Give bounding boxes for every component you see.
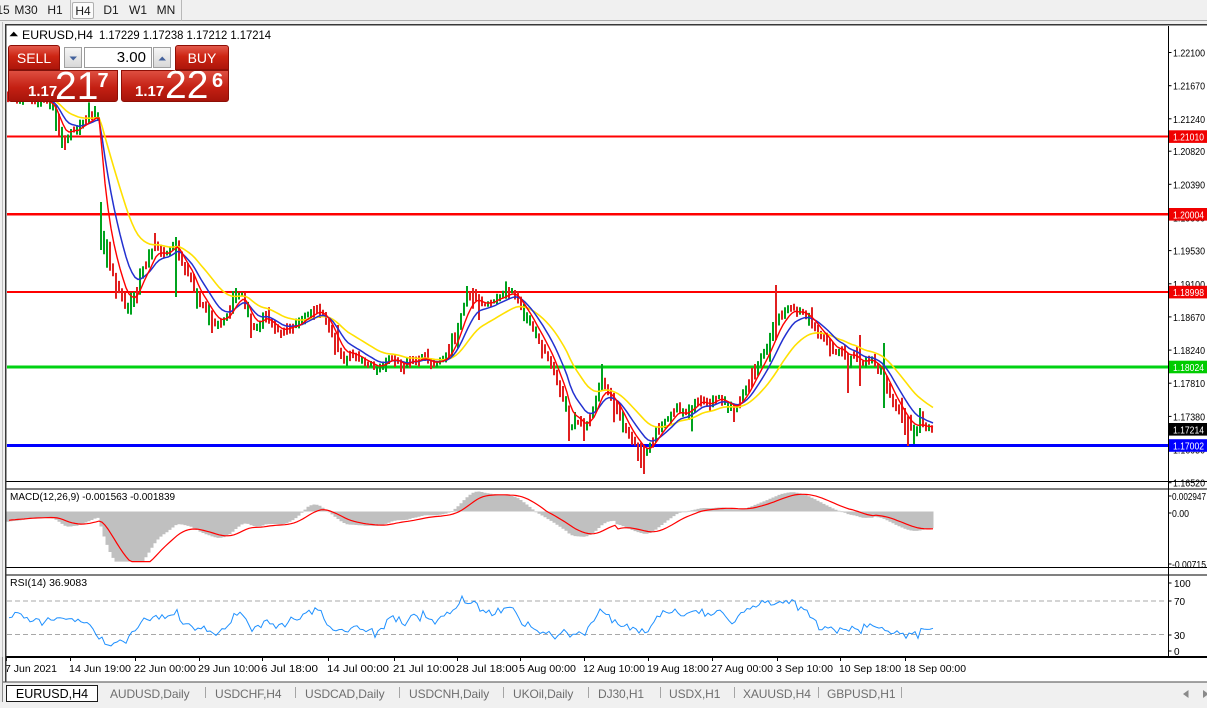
svg-text:14 Jun 19:00: 14 Jun 19:00 xyxy=(69,663,131,675)
svg-text:70: 70 xyxy=(1174,597,1186,608)
svg-text:1.18240: 1.18240 xyxy=(1173,346,1205,357)
svg-text:1.17214: 1.17214 xyxy=(1173,425,1204,436)
svg-text:-0.00715: -0.00715 xyxy=(1172,560,1206,571)
svg-text:19 Aug 18:00: 19 Aug 18:00 xyxy=(647,663,709,675)
svg-text:12 Aug 10:00: 12 Aug 10:00 xyxy=(583,663,645,675)
svg-text:1.21670: 1.21670 xyxy=(1173,82,1205,93)
svg-text:30: 30 xyxy=(1174,631,1186,642)
svg-text:14 Jul 00:00: 14 Jul 00:00 xyxy=(327,663,389,675)
svg-text:27 Aug 00:00: 27 Aug 00:00 xyxy=(711,663,773,675)
svg-text:1.18670: 1.18670 xyxy=(1173,313,1205,324)
svg-text:1.22100: 1.22100 xyxy=(1173,49,1205,60)
svg-text:1.17229 1.17238 1.17212 1.1721: 1.17229 1.17238 1.17212 1.17214 xyxy=(99,28,271,42)
svg-text:7 Jun 2021: 7 Jun 2021 xyxy=(5,663,57,675)
svg-text:1.20004: 1.20004 xyxy=(1173,210,1204,221)
svg-text:18 Sep 00:00: 18 Sep 00:00 xyxy=(904,663,966,675)
svg-text:0.00: 0.00 xyxy=(1172,509,1189,520)
svg-text:1.17380: 1.17380 xyxy=(1173,412,1205,423)
svg-text:29 Jun 10:00: 29 Jun 10:00 xyxy=(198,663,260,675)
svg-text:1.18024: 1.18024 xyxy=(1173,363,1204,374)
svg-text:0: 0 xyxy=(1174,647,1180,658)
svg-text:1.20820: 1.20820 xyxy=(1173,147,1205,158)
svg-text:1.19530: 1.19530 xyxy=(1173,247,1205,258)
svg-text:5 Aug 00:00: 5 Aug 00:00 xyxy=(519,663,576,675)
svg-text:1.21240: 1.21240 xyxy=(1173,115,1205,126)
svg-text:0.002947: 0.002947 xyxy=(1172,492,1206,503)
svg-text:6 Jul 18:00: 6 Jul 18:00 xyxy=(261,663,318,675)
svg-text:EURUSD,H4: EURUSD,H4 xyxy=(22,28,93,42)
svg-text:RSI(14) 36.9083: RSI(14) 36.9083 xyxy=(10,577,87,589)
svg-text:10 Sep 18:00: 10 Sep 18:00 xyxy=(839,663,901,675)
svg-text:1.20390: 1.20390 xyxy=(1173,180,1205,191)
svg-text:1.17810: 1.17810 xyxy=(1173,379,1205,390)
svg-text:MACD(12,26,9) -0.001563 -0.001: MACD(12,26,9) -0.001563 -0.001839 xyxy=(10,492,176,503)
svg-text:1.21010: 1.21010 xyxy=(1173,133,1204,144)
svg-text:1.18998: 1.18998 xyxy=(1173,288,1204,299)
svg-text:22 Jun 00:00: 22 Jun 00:00 xyxy=(134,663,196,675)
svg-text:3 Sep 10:00: 3 Sep 10:00 xyxy=(776,663,833,675)
svg-text:1.16520: 1.16520 xyxy=(1173,479,1205,490)
svg-text:28 Jul 18:00: 28 Jul 18:00 xyxy=(456,663,518,675)
svg-text:1.19100: 1.19100 xyxy=(1173,280,1205,291)
svg-text:100: 100 xyxy=(1174,579,1191,590)
svg-text:21 Jul 10:00: 21 Jul 10:00 xyxy=(393,663,455,675)
svg-text:1.17002: 1.17002 xyxy=(1173,442,1204,453)
